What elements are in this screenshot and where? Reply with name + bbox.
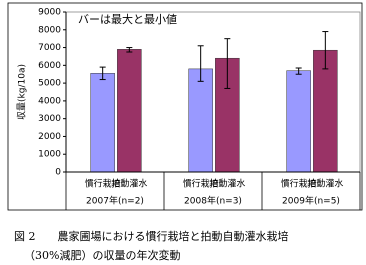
x-tick-label: 慣行栽培 (85, 178, 121, 190)
y-tick-label: 9000 (38, 8, 61, 18)
x-tick-label: 慣行栽培 (281, 178, 317, 190)
group-label: 2007年(n=2) (86, 195, 144, 207)
caption: （30%減肥）の収量の年次変動 (24, 248, 180, 262)
y-tick-label: 5000 (38, 79, 61, 89)
bar (117, 49, 142, 173)
x-tick-label: 拍動灌水 (111, 178, 147, 190)
y-tick-label: 1000 (38, 150, 61, 160)
y-tick-label: 0 (55, 168, 61, 178)
bar (286, 70, 311, 173)
group-label: 2008年(n=3) (184, 195, 242, 207)
chart-frame (7, 2, 363, 211)
plot-area (65, 11, 361, 173)
caption: 図 2 農家圃場における慣行栽培と拍動自動灌水栽培 (14, 229, 289, 243)
y-tick-label: 6000 (38, 61, 61, 71)
y-tick-label: 4000 (38, 96, 61, 106)
bar (188, 68, 213, 173)
y-tick-label: 3000 (38, 114, 61, 124)
x-tick-label: 慣行栽培 (183, 178, 219, 190)
y-axis-label: 収量(kg/10a) (16, 64, 28, 120)
y-tick-label: 8000 (38, 25, 61, 35)
annotation: バーは最大と最小値 (78, 12, 177, 26)
x-tick-label: 拍動灌水 (307, 178, 343, 190)
y-tick-label: 7000 (38, 43, 61, 53)
y-tick-label: 2000 (38, 132, 61, 142)
x-tick-label: 拍動灌水 (209, 178, 245, 190)
group-label: 2009年(n=5) (282, 195, 340, 207)
bar (90, 73, 115, 173)
